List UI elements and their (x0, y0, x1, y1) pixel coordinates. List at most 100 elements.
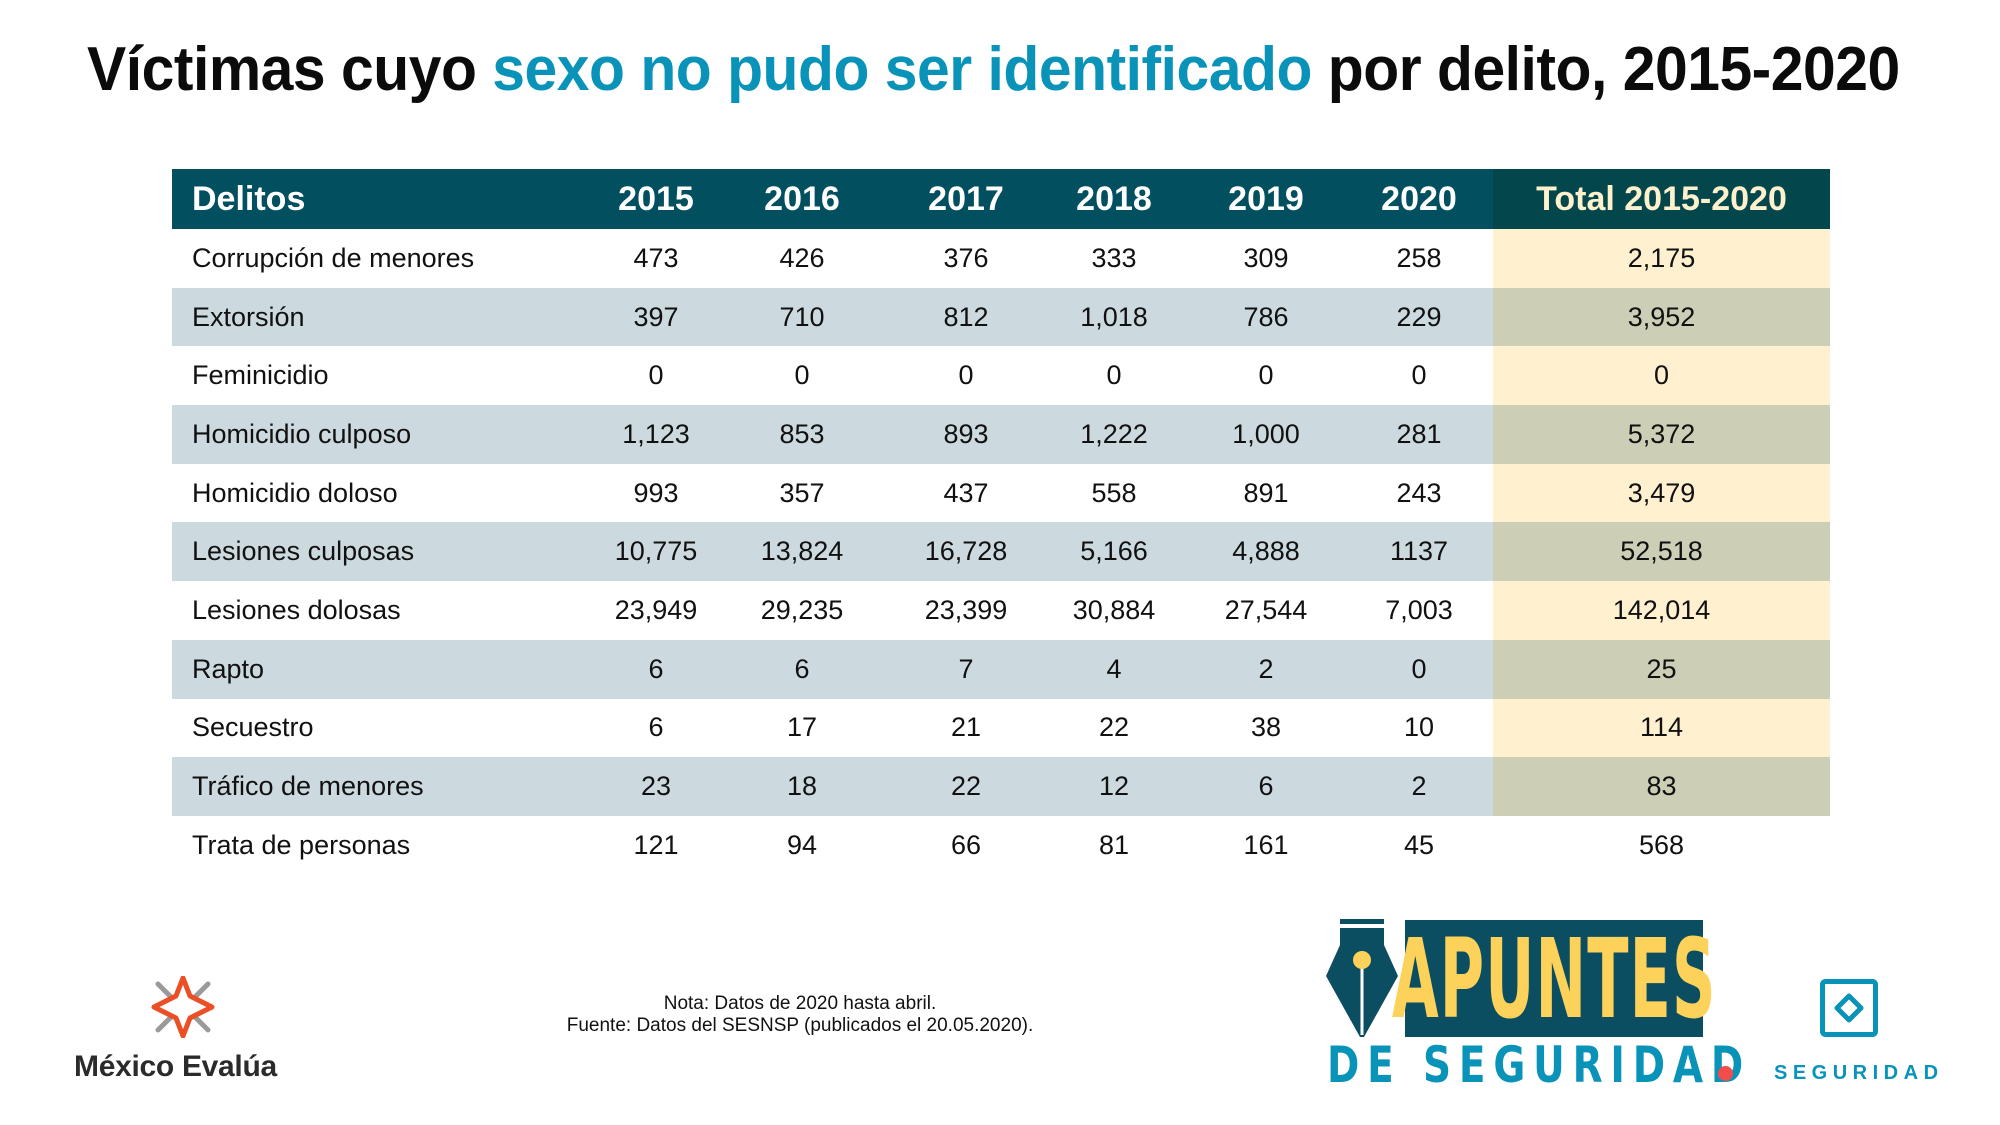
value-total: 5,372 (1493, 405, 1830, 464)
value-2015: 397 (633, 301, 679, 332)
org-name: México Evalúa (74, 1050, 277, 1083)
de-seguridad-wordmark: DE SEGURIDAD (1327, 1036, 1752, 1094)
table-header-row: Delitos 2015 2016 2017 2018 2019 2020 To… (172, 169, 1830, 229)
header-total: Total 2015-2020 (1493, 169, 1830, 229)
table-row: Lesiones culposas 10,775 13,824 16,728 5,166… (172, 522, 1830, 582)
value-2019: 891 (1243, 477, 1289, 508)
value-total: 142,014 (1493, 581, 1830, 640)
value-2018: 1,222 (1080, 418, 1148, 449)
table-row: Secuestro 6 17 21 22 38 10 114 (172, 698, 1830, 758)
value-2015: 0 (648, 360, 664, 391)
delito-label: Trata de personas (192, 829, 411, 860)
value-2015: 1,123 (622, 418, 690, 449)
value-2017: 21 (950, 712, 982, 743)
seguridad-label: SEGURIDAD (1774, 1062, 1944, 1084)
value-2020: 0 (1411, 360, 1427, 391)
table-row: Corrupción de menores 473 426 376 333 309 258 2… (172, 229, 1830, 288)
value-2019: 2 (1258, 653, 1274, 684)
apuntes-wordmark: APUNTES (1391, 914, 1717, 1043)
table-row: Lesiones dolosas 23,949 29,235 23,399 30,884… (172, 581, 1830, 640)
value-total: 83 (1493, 757, 1830, 816)
table-row: Trata de personas 121 94 66 81 161 45 568 (172, 815, 1830, 875)
value-2019: 309 (1243, 242, 1289, 273)
header-2020: 2020 (1381, 179, 1457, 218)
value-total: 3,952 (1493, 287, 1830, 347)
header-2019: 2019 (1228, 179, 1304, 218)
value-2016: 18 (786, 771, 818, 802)
value-total: 0 (1493, 346, 1830, 406)
value-2018: 5,166 (1080, 536, 1148, 567)
delito-label: Homicidio doloso (192, 477, 398, 508)
value-2017: 22 (950, 771, 982, 802)
delito-label: Feminicidio (192, 360, 329, 391)
value-total: 2,175 (1493, 229, 1830, 288)
delito-label: Lesiones culposas (192, 536, 415, 567)
crime-victims-table: Delitos 2015 2016 2017 2018 2019 2020 To… (172, 169, 1830, 875)
value-2020: 2 (1411, 771, 1427, 802)
value-2020: 281 (1396, 418, 1442, 449)
value-2018: 333 (1091, 242, 1137, 273)
footnote: Nota: Datos de 2020 hasta abril. Fuente:… (520, 993, 1080, 1037)
value-2015: 6 (648, 653, 664, 684)
fountain-pen-nib-icon (1326, 919, 1398, 1037)
value-2016: 853 (779, 418, 825, 449)
value-total: 52,518 (1493, 522, 1830, 582)
value-2015: 10,775 (614, 536, 698, 567)
value-2016: 94 (786, 829, 818, 860)
value-2017: 66 (950, 829, 982, 860)
value-2018: 30,884 (1072, 594, 1156, 625)
value-total: 25 (1493, 639, 1830, 699)
value-total: 3,479 (1493, 463, 1830, 523)
value-2016: 29,235 (760, 594, 844, 625)
header-2016: 2016 (764, 179, 840, 218)
value-2015: 121 (633, 829, 679, 860)
value-2015: 473 (633, 242, 679, 273)
value-2018: 22 (1098, 712, 1130, 743)
value-2018: 558 (1091, 477, 1137, 508)
value-2015: 23 (640, 771, 672, 802)
value-2016: 13,824 (760, 536, 844, 567)
value-2019: 161 (1243, 829, 1289, 860)
table-row: Homicidio culposo 1,123 853 893 1,222 1,000 28… (172, 405, 1830, 464)
value-2016: 426 (779, 242, 825, 273)
value-2018: 1,018 (1080, 301, 1148, 332)
value-2020: 1137 (1389, 536, 1449, 567)
delito-label: Corrupción de menores (192, 242, 475, 273)
value-2017: 0 (958, 360, 974, 391)
table-row: Feminicidio 0 0 0 0 0 0 0 (172, 346, 1830, 406)
value-2018: 12 (1098, 771, 1130, 802)
value-2018: 81 (1098, 829, 1130, 860)
note-line: Nota: Datos de 2020 hasta abril. (663, 993, 937, 1014)
delito-label: Rapto (192, 653, 265, 684)
value-2018: 4 (1106, 653, 1122, 684)
header-2015: 2015 (618, 179, 694, 218)
value-2016: 17 (786, 712, 818, 743)
value-2017: 16,728 (924, 536, 1008, 567)
table-row: Extorsión 397 710 812 1,018 786 229 3,952 (172, 287, 1830, 347)
value-2016: 6 (794, 653, 810, 684)
delito-label: Lesiones dolosas (192, 594, 401, 625)
value-2016: 357 (779, 477, 825, 508)
red-dot-icon (1718, 1066, 1733, 1081)
value-2016: 0 (794, 360, 810, 391)
header-2018: 2018 (1076, 179, 1152, 218)
apuntes-logo-box: APUNTES (1392, 920, 1715, 1037)
value-2020: 7,003 (1385, 594, 1453, 625)
value-2017: 23,399 (924, 594, 1008, 625)
value-2019: 0 (1258, 360, 1274, 391)
page-title: Víctimas cuyo sexo no pudo ser identific… (87, 30, 1900, 110)
value-2019: 6 (1258, 771, 1274, 802)
table-row: Rapto 6 6 7 4 2 0 25 (172, 639, 1830, 699)
value-2017: 893 (943, 418, 989, 449)
value-2015: 993 (633, 477, 679, 508)
value-2017: 812 (943, 301, 989, 332)
delito-label: Secuestro (192, 712, 314, 743)
title-accent: sexo no pudo ser identificado (492, 35, 1312, 104)
value-2019: 786 (1243, 301, 1289, 332)
value-2017: 7 (958, 653, 974, 684)
header-2017: 2017 (928, 179, 1004, 218)
value-2019: 4,888 (1232, 536, 1300, 567)
value-2015: 23,949 (614, 594, 698, 625)
value-2019: 1,000 (1232, 418, 1300, 449)
value-2020: 229 (1396, 301, 1442, 332)
